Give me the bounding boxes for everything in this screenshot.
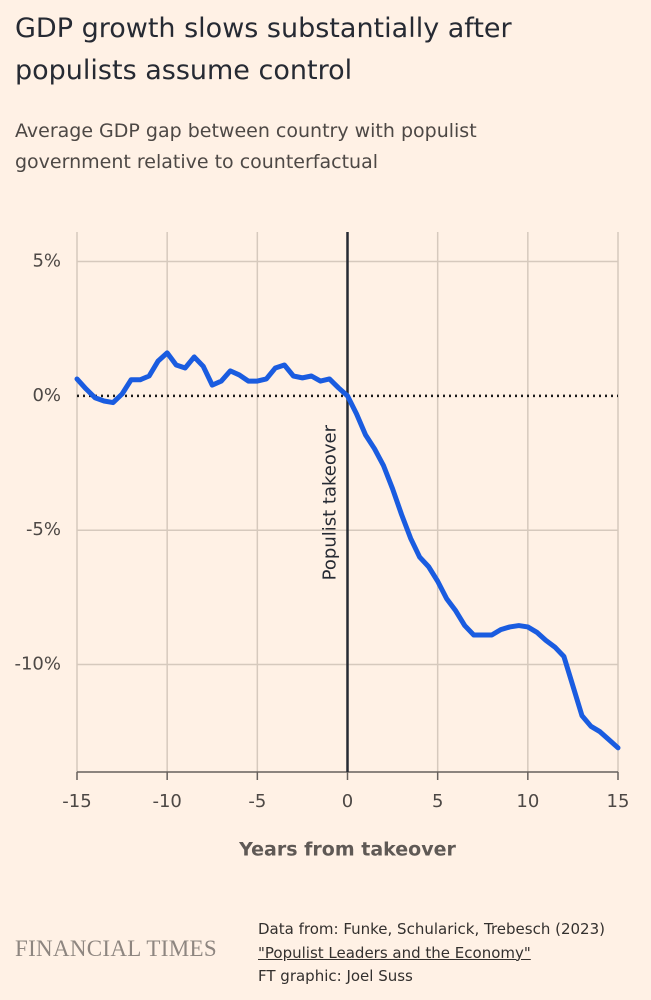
x-tick-label: -15 — [62, 791, 91, 812]
source-line: Data from: Funke, Schularick, Trebesch (… — [258, 920, 605, 938]
x-tick-label: 0 — [342, 791, 353, 812]
x-tick-label: -5 — [248, 791, 266, 812]
y-tick-label: -10% — [14, 654, 61, 675]
chart-title: GDP growth slows substantially after pop… — [15, 13, 512, 86]
x-axis-label: Years from takeover — [238, 839, 456, 861]
y-tick-label: 0% — [32, 385, 61, 406]
source-link[interactable]: "Populist Leaders and the Economy" — [258, 943, 531, 962]
y-tick-label: 5% — [32, 251, 61, 272]
x-tick-label: 15 — [607, 791, 630, 812]
x-tick-label: -10 — [152, 791, 181, 812]
y-tick-label: -5% — [26, 519, 61, 540]
annotation-label: Populist takeover — [320, 424, 341, 580]
x-tick-label: 5 — [432, 791, 443, 812]
x-tick-label: 10 — [516, 791, 539, 812]
source: Data from: Funke, Schularick, Trebesch (… — [258, 918, 605, 989]
source-line: FT graphic: Joel Suss — [258, 967, 413, 985]
line — [74, 350, 621, 751]
brand-logo: FINANCIAL TIMES — [15, 936, 217, 961]
chart-subtitle: Average GDP gap between country with pop… — [15, 120, 477, 173]
